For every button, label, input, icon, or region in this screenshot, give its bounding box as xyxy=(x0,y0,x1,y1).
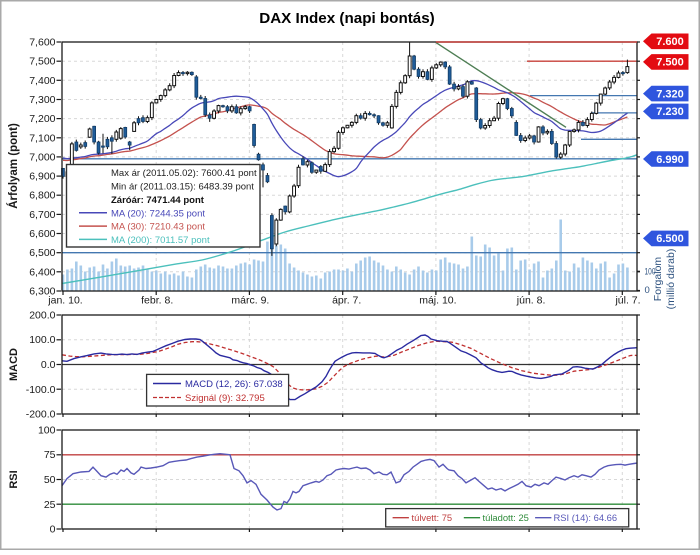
svg-text:júl. 7.: júl. 7. xyxy=(614,295,640,307)
svg-text:RSI (14): 64.66: RSI (14): 64.66 xyxy=(554,512,618,523)
svg-text:Forgalom: Forgalom xyxy=(652,257,664,302)
svg-text:6,600: 6,600 xyxy=(29,228,55,240)
svg-text:7,200: 7,200 xyxy=(29,113,55,125)
svg-text:100: 100 xyxy=(645,267,656,278)
svg-text:MACD: MACD xyxy=(8,348,20,381)
svg-text:6,900: 6,900 xyxy=(29,171,55,183)
svg-text:0.0: 0.0 xyxy=(41,359,56,371)
svg-text:7.600: 7.600 xyxy=(656,36,684,48)
svg-text:-200.0: -200.0 xyxy=(26,409,56,421)
svg-text:50: 50 xyxy=(44,474,56,486)
svg-text:Szignál (9): 32.795: Szignál (9): 32.795 xyxy=(185,393,265,404)
svg-text:6,700: 6,700 xyxy=(29,209,55,221)
svg-text:Max ár (2011.05.02): 7600.41 p: Max ár (2011.05.02): 7600.41 pont xyxy=(111,168,257,179)
svg-text:200.0: 200.0 xyxy=(29,310,55,322)
svg-text:jan. 10.: jan. 10. xyxy=(47,295,82,307)
svg-text:DAX Index (napi bontás): DAX Index (napi bontás) xyxy=(259,10,435,27)
svg-text:7,400: 7,400 xyxy=(29,75,55,87)
svg-text:6.500: 6.500 xyxy=(656,233,684,245)
svg-text:RSI: RSI xyxy=(8,470,20,488)
svg-text:Záróár: 7471.44 pont: Záróár: 7471.44 pont xyxy=(111,195,205,206)
svg-text:márc. 9.: márc. 9. xyxy=(231,295,269,307)
svg-text:7,000: 7,000 xyxy=(29,151,55,163)
svg-text:6.990: 6.990 xyxy=(656,154,684,166)
svg-text:febr. 8.: febr. 8. xyxy=(141,295,173,307)
svg-text:ápr. 7.: ápr. 7. xyxy=(332,295,361,307)
svg-text:6,800: 6,800 xyxy=(29,190,55,202)
svg-text:MA (20): 7244.35 pont: MA (20): 7244.35 pont xyxy=(111,208,205,219)
svg-text:0: 0 xyxy=(645,285,650,296)
svg-text:Árfolyam (pont): Árfolyam (pont) xyxy=(7,123,20,209)
svg-text:máj. 10.: máj. 10. xyxy=(419,295,456,307)
svg-text:7,100: 7,100 xyxy=(29,132,55,144)
svg-text:7.230: 7.230 xyxy=(656,106,684,118)
svg-text:75: 75 xyxy=(44,449,56,461)
svg-text:jún. 8.: jún. 8. xyxy=(516,295,546,307)
svg-text:0: 0 xyxy=(50,524,56,536)
svg-text:túlvett: 75: túlvett: 75 xyxy=(412,512,453,523)
svg-text:(millió darab): (millió darab) xyxy=(665,249,677,310)
svg-text:7.500: 7.500 xyxy=(656,57,684,69)
svg-text:7,300: 7,300 xyxy=(29,94,55,106)
svg-text:-100.0: -100.0 xyxy=(26,384,56,396)
svg-text:túladott: 25: túladott: 25 xyxy=(483,512,529,523)
svg-text:7,600: 7,600 xyxy=(29,37,55,49)
svg-text:6,400: 6,400 xyxy=(29,266,55,278)
svg-text:100: 100 xyxy=(38,425,56,437)
svg-text:7.320: 7.320 xyxy=(656,88,684,100)
svg-text:6,500: 6,500 xyxy=(29,247,55,259)
svg-text:Min ár (2011.03.15): 6483.39 p: Min ár (2011.03.15): 6483.39 pont xyxy=(111,182,254,193)
svg-text:25: 25 xyxy=(44,499,56,511)
svg-text:100.0: 100.0 xyxy=(29,334,55,346)
svg-text:MA (30): 7210.43 pont: MA (30): 7210.43 pont xyxy=(111,222,205,233)
svg-text:7,500: 7,500 xyxy=(29,56,55,68)
svg-text:MA (200): 7011.57 pont: MA (200): 7011.57 pont xyxy=(111,235,210,246)
svg-text:6,300: 6,300 xyxy=(29,286,55,298)
svg-text:MACD (12, 26): 67.038: MACD (12, 26): 67.038 xyxy=(185,379,283,390)
